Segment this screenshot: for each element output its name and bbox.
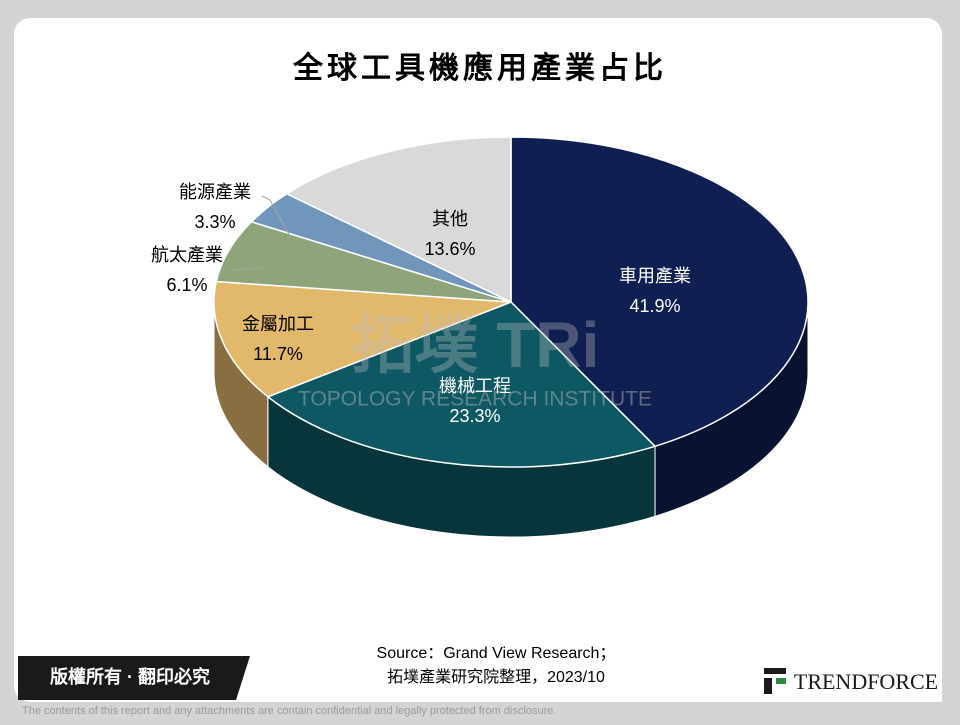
slice-label: 車用產業 bbox=[619, 266, 691, 286]
slice-label: 航太產業 bbox=[151, 245, 223, 265]
value-label: 6.1% bbox=[166, 275, 207, 295]
leader-line bbox=[261, 195, 292, 239]
leader-line bbox=[231, 267, 263, 271]
watermark-name: TOPOLOGY RESEARCH INSTITUTE bbox=[298, 388, 652, 411]
logo-bar bbox=[776, 678, 786, 684]
copyright: 版權所有 · 翻印必究 bbox=[50, 666, 210, 687]
pie-slice bbox=[213, 280, 512, 398]
source: 拓墣產業研究院整理，2023/10 bbox=[387, 668, 605, 686]
value-label: 23.3% bbox=[449, 406, 500, 426]
brand-band bbox=[730, 640, 942, 702]
labels: 車用產業 41.9% 機械工程 23.3% 金屬加工 11.7% 航太產業 6.1% 能源產業 3… bbox=[151, 182, 691, 426]
slice-label: 能源產業 bbox=[179, 182, 251, 202]
watermark-logo: 拓墣 TRi bbox=[351, 309, 600, 381]
copyright-band bbox=[18, 656, 250, 700]
pie bbox=[213, 136, 809, 538]
pie-slice bbox=[510, 136, 809, 448]
source: Source：Grand View Research； bbox=[377, 645, 616, 662]
logo-bar bbox=[764, 668, 786, 674]
chart-title: 全球工具機應用產業占比 bbox=[292, 51, 667, 86]
slice-label: 金屬加工 bbox=[242, 314, 314, 334]
slice-label: 機械工程 bbox=[439, 376, 511, 396]
brand: TRENDFORCE bbox=[794, 669, 938, 694]
disclaimer: The contents of this report and any atta… bbox=[22, 705, 556, 717]
value-label: 11.7% bbox=[253, 344, 303, 364]
slice-label: 其他 bbox=[432, 209, 468, 229]
pie-slice bbox=[266, 301, 657, 468]
value-label: 13.6% bbox=[424, 239, 475, 259]
pie-slice bbox=[285, 136, 512, 304]
value-label: 3.3% bbox=[194, 212, 235, 232]
value-label: 41.9% bbox=[629, 296, 680, 316]
logo-bar bbox=[764, 678, 772, 694]
